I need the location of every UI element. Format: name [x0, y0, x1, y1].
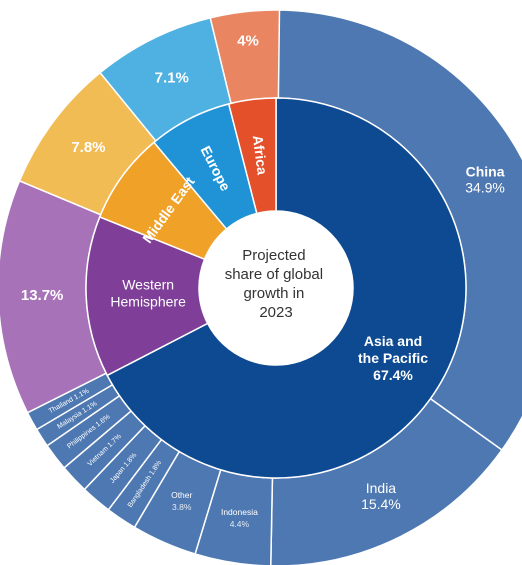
- outer-label-europe-share: 7.1%: [155, 69, 189, 86]
- outer-label-middle-east-share: 7.8%: [71, 139, 105, 156]
- center-label-line: growth in: [243, 285, 304, 302]
- outer-label-africa-share: 4%: [237, 33, 259, 50]
- outer-label-other: Other 3.8%: [171, 490, 192, 512]
- center-label-line: 2023: [259, 304, 292, 321]
- center-label: Projected share of global growth in 2023: [225, 247, 328, 321]
- center-label-line: share of global: [225, 266, 323, 283]
- inner-label-western-hemisphere: Western Hemisphere: [110, 276, 186, 309]
- center-hole: [199, 211, 353, 365]
- outer-label-india: India 15.4%: [361, 480, 401, 512]
- outer-label-china: China 34.9%: [465, 163, 505, 195]
- inner-label-africa: Africa: [250, 134, 271, 176]
- inner-label-asia-and-the-pacific: Asia and the Pacific 67.4%: [358, 333, 428, 383]
- outer-label-indonesia: Indonesia 4.4%: [221, 507, 258, 529]
- center-label-line: Projected: [242, 247, 305, 264]
- outer-label-western-hemisphere-share: 13.7%: [21, 287, 64, 304]
